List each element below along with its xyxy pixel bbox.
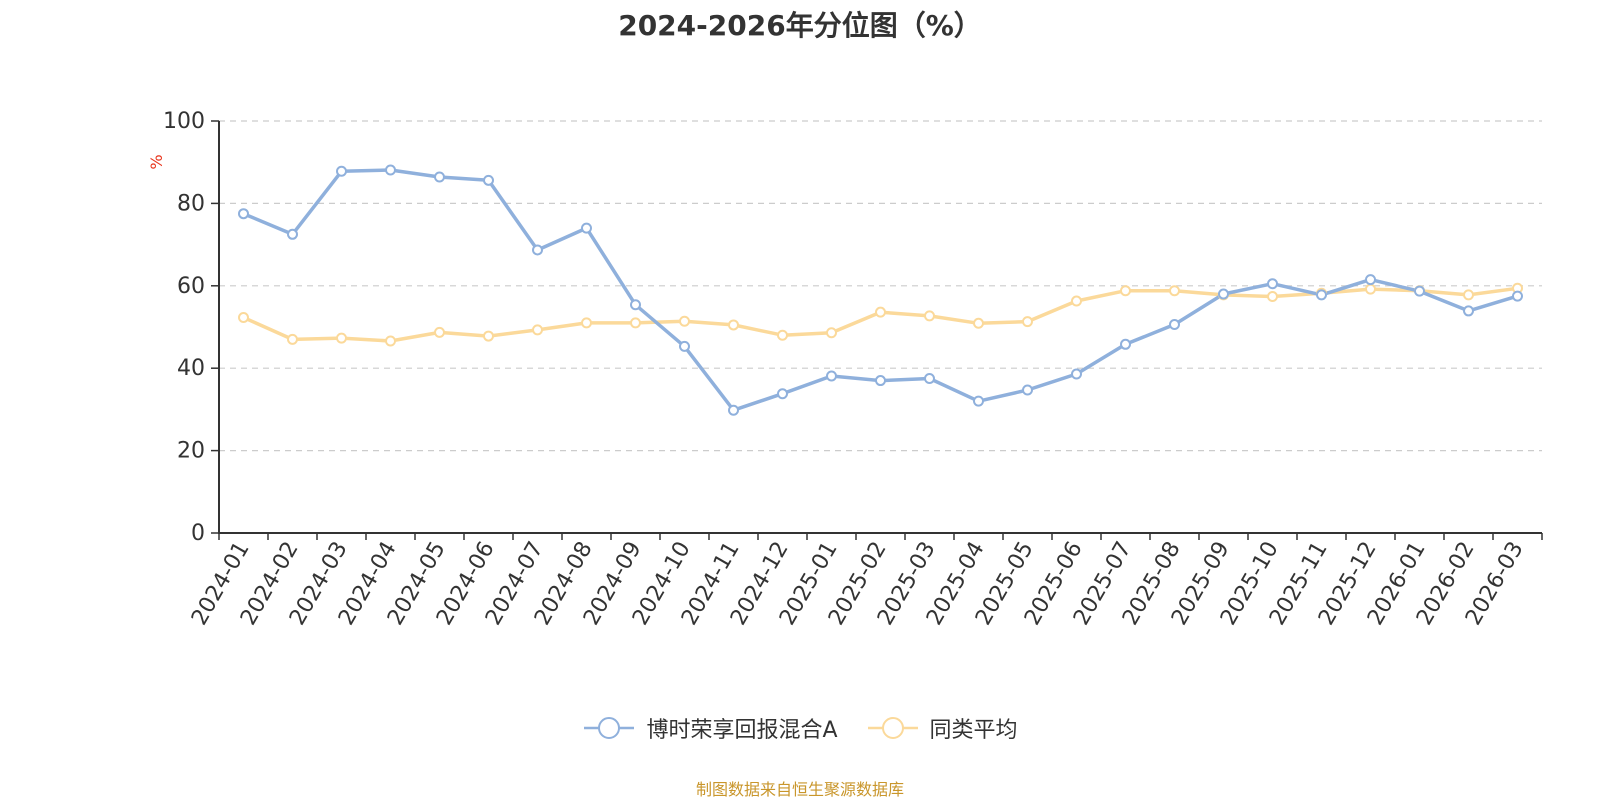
data-point [728,319,739,331]
data-point [1022,384,1033,396]
data-point [532,244,543,256]
data-point [483,330,494,342]
data-point [1316,289,1327,301]
data-point [483,174,494,186]
data-point [1169,285,1180,297]
data-point [532,324,543,336]
y-axis-unit-label: % [147,154,166,169]
y-tick-label: 0 [191,521,205,546]
legend-swatch [867,717,918,739]
legend-item[interactable]: 同类平均 [866,712,1018,744]
data-point [581,317,592,329]
data-point [973,317,984,329]
data-point [1463,305,1474,317]
axes: 0204060801002024-012024-022024-032024-04… [163,109,1543,630]
series-line [241,168,1520,412]
data-point [1267,278,1278,290]
data-point [1365,283,1376,295]
data-point [630,317,641,329]
data-point [924,310,935,322]
data-point [1071,368,1082,380]
data-point [238,312,249,324]
data-point [238,208,249,220]
data-point [924,373,935,384]
legend-swatch-marker [598,717,621,739]
y-tick-label: 100 [163,109,205,134]
data-point [826,327,837,339]
data-point [679,340,690,352]
data-point [287,333,298,345]
data-point [434,326,445,338]
data-point [1022,316,1033,328]
data-point [1120,338,1131,350]
data-point [1463,289,1474,301]
chart-title: 2024-2026年分位图（%） [618,9,982,42]
data-point [581,222,592,234]
data-point [1365,274,1376,286]
data-point [679,315,690,327]
grid-lines [219,120,1542,452]
data-point [385,164,396,176]
data-point [336,332,347,344]
legend-label: 博时荣享回报混合A [646,718,838,743]
y-tick-label: 40 [177,356,205,381]
data-point [1414,285,1425,297]
data-point [287,228,298,240]
legend: 博时荣享回报混合A 同类平均 [0,712,1600,744]
data-point [1071,295,1082,307]
data-point [875,375,886,387]
data-point [777,388,788,400]
y-tick-label: 60 [177,274,205,299]
data-point [875,306,886,318]
data-point [973,395,984,407]
data-point [1169,319,1180,331]
data-point [777,329,788,341]
source-note: 制图数据来自恒生聚源数据库 [695,780,904,799]
data-point [1120,285,1131,297]
data-point [336,165,347,177]
data-point [630,299,641,311]
y-tick-label: 20 [177,439,205,464]
legend-swatch-marker [881,717,904,739]
data-point [385,335,396,347]
data-point [1267,291,1278,303]
series-lines [238,164,1523,416]
data-point [728,404,739,416]
legend-item[interactable]: 博时荣享回报混合A [582,712,838,744]
data-point [1512,290,1523,302]
legend-swatch [584,717,635,739]
data-point [1218,288,1229,300]
legend-label: 同类平均 [929,718,1018,743]
y-tick-label: 80 [177,191,205,216]
data-point [434,171,445,183]
data-point [826,370,837,382]
